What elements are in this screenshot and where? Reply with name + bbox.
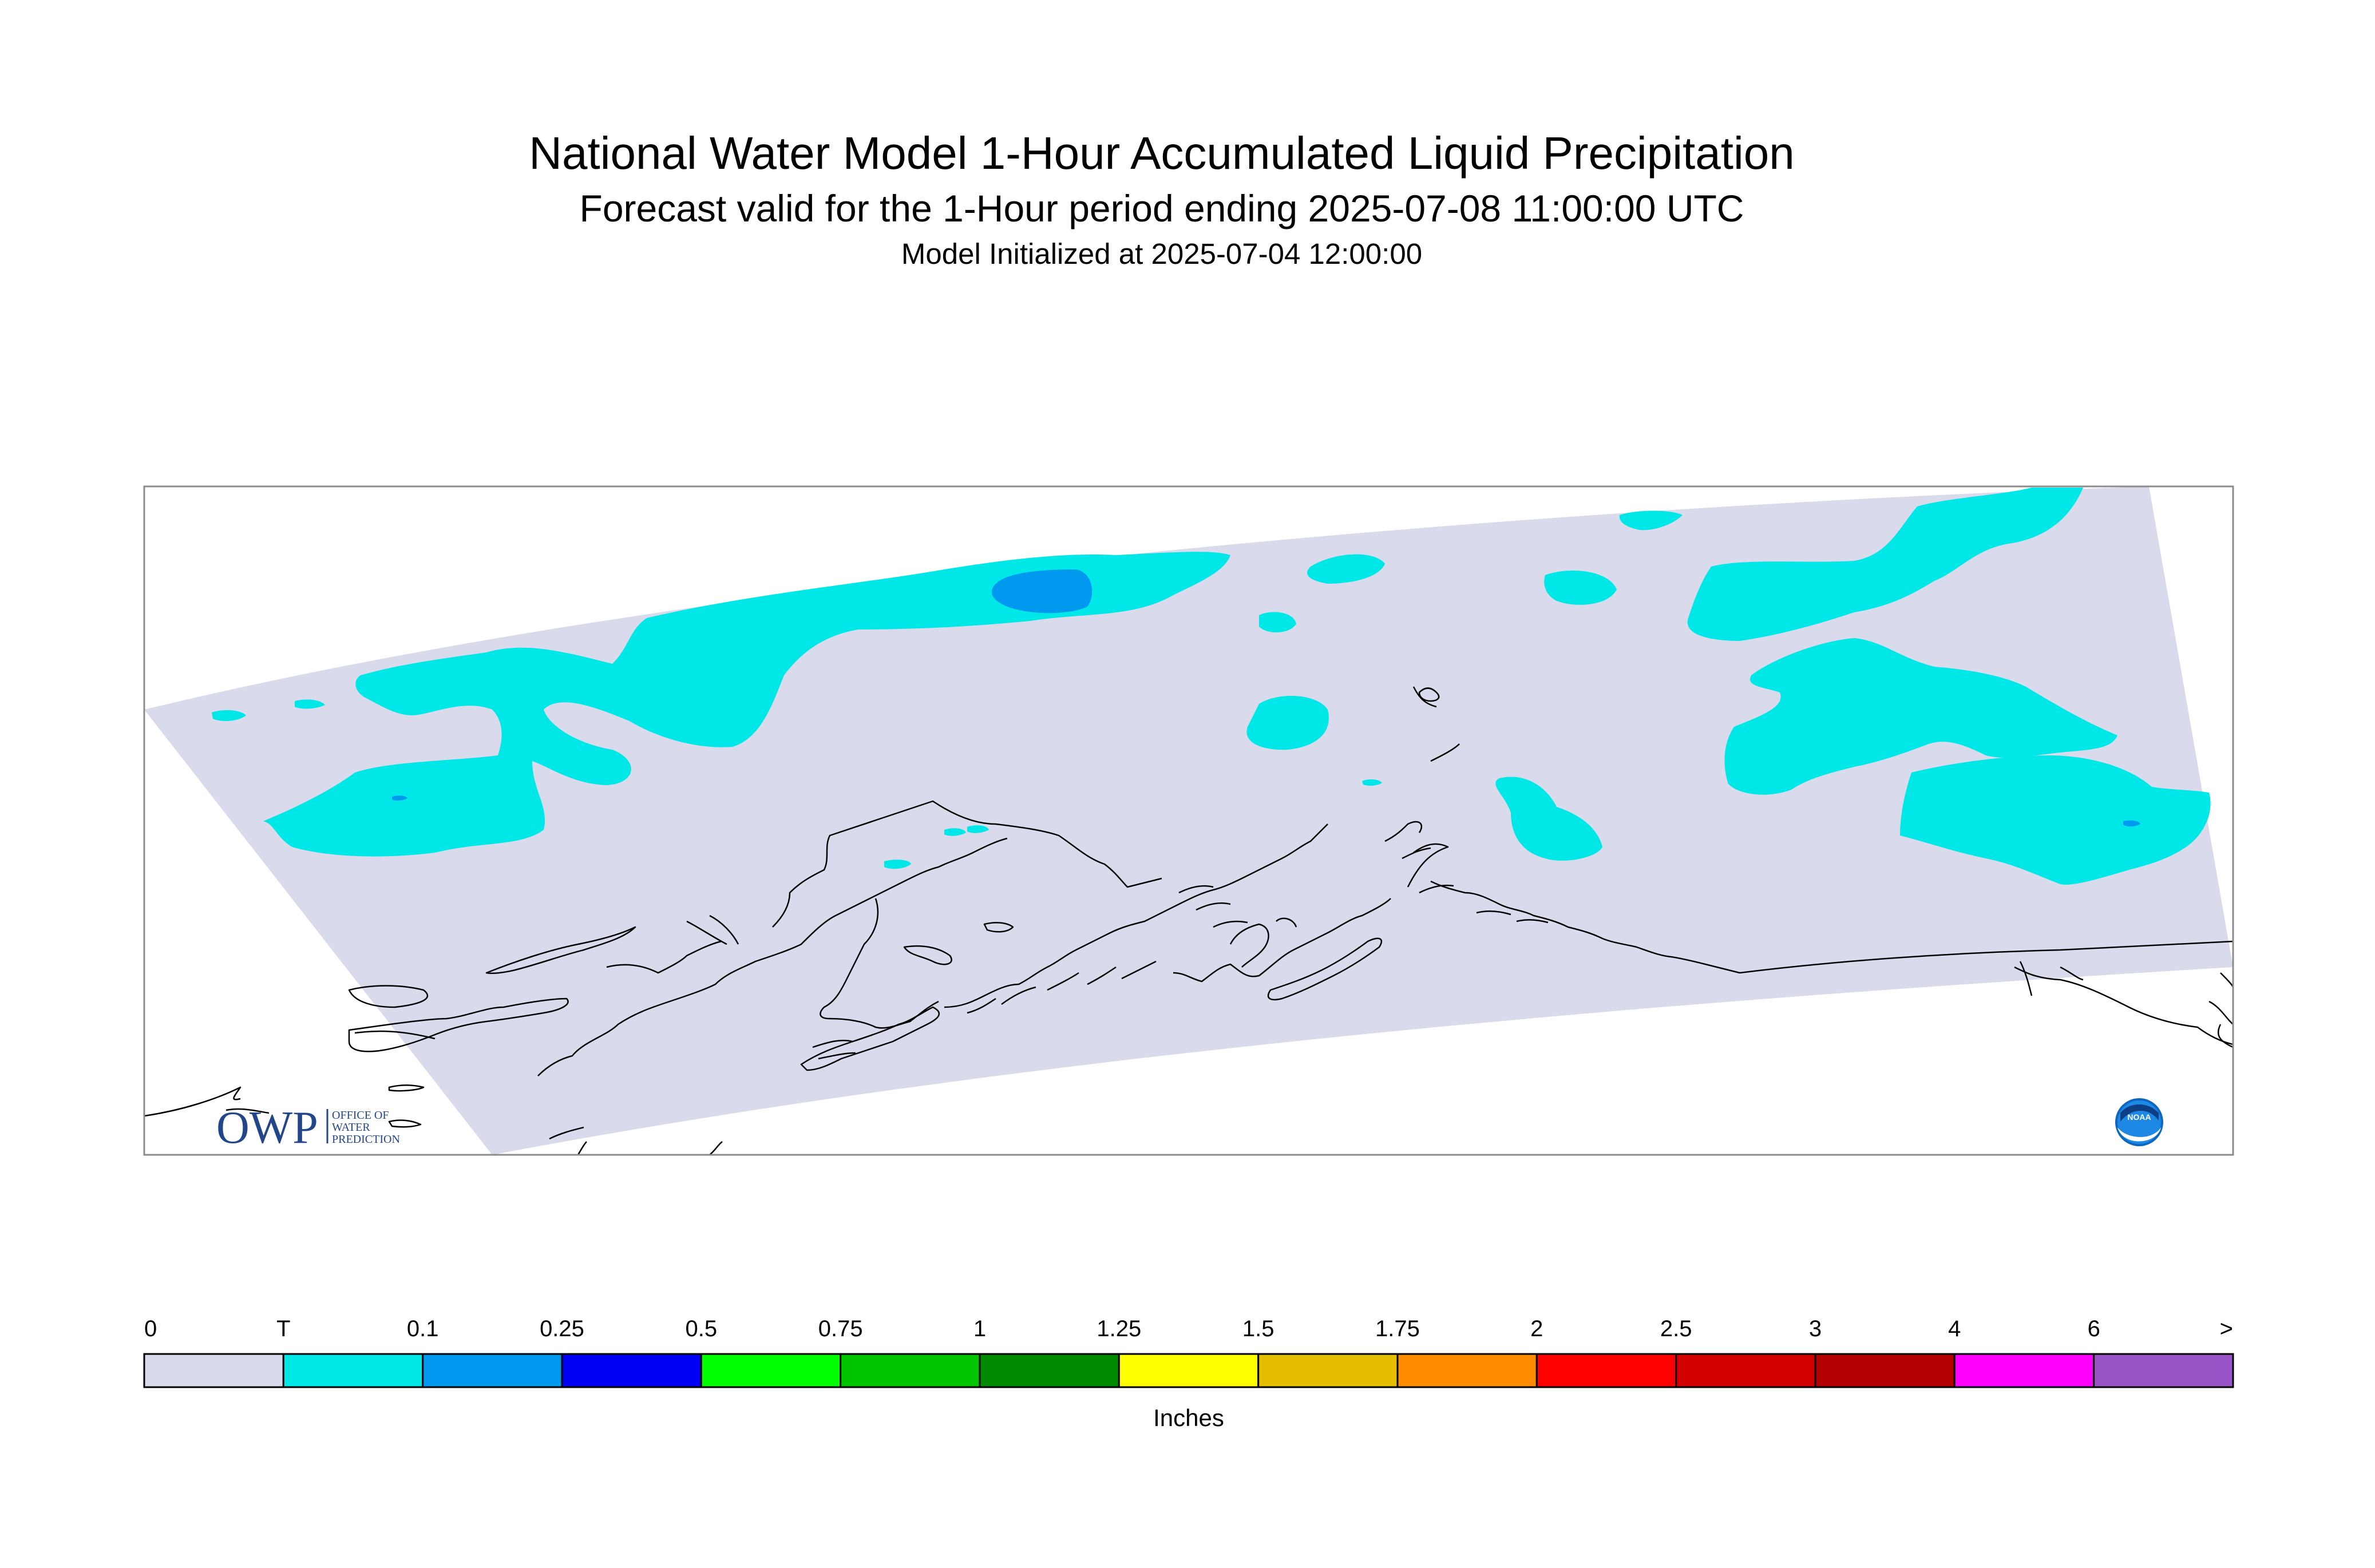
legend-color-box bbox=[422, 1353, 563, 1388]
legend-color-box bbox=[561, 1353, 702, 1388]
legend-color-bar bbox=[143, 1353, 2234, 1388]
legend-tick-label: T bbox=[276, 1316, 290, 1341]
light-precip-areas bbox=[392, 569, 2140, 827]
legend-color-box bbox=[979, 1353, 1120, 1388]
model-init-line: Model Initialized at 2025-07-04 12:00:00 bbox=[901, 237, 1423, 270]
legend-tick-label: 2.5 bbox=[1660, 1316, 1692, 1341]
legend-color-box bbox=[143, 1353, 284, 1388]
owp-office-line-1: OFFICE OF bbox=[332, 1109, 389, 1122]
legend-tick-label: 2 bbox=[1530, 1316, 1543, 1341]
legend-color-box bbox=[1257, 1353, 1399, 1388]
coastlines bbox=[144, 686, 2233, 1155]
map-title: National Water Model 1-Hour Accumulated … bbox=[529, 128, 1795, 179]
legend-unit-label: Inches bbox=[1153, 1404, 1224, 1431]
legend-color-box bbox=[282, 1353, 424, 1388]
owp-office-line-3: PREDICTION bbox=[332, 1133, 400, 1146]
legend-tick-label: 0.5 bbox=[685, 1316, 717, 1341]
legend-tick-label: 0.1 bbox=[407, 1316, 439, 1341]
noaa-logo-icon: NOAA bbox=[2115, 1098, 2163, 1146]
owp-office-line-2: WATER bbox=[332, 1121, 370, 1134]
map-frame bbox=[143, 485, 2234, 1156]
trace-precip-areas bbox=[212, 488, 2211, 885]
legend-color-box bbox=[2093, 1353, 2234, 1388]
legend-tick-label: 0.75 bbox=[818, 1316, 863, 1341]
legend-tick-label: 0.25 bbox=[540, 1316, 584, 1341]
legend-tick-label: 1 bbox=[973, 1316, 986, 1341]
legend-tick-labels: 0 T 0.1 0.25 0.5 0.75 1 1.25 1.5 1.75 2 2.5 3 4 6 > bbox=[144, 1316, 2233, 1341]
legend-tick-label: 1.5 bbox=[1242, 1316, 1274, 1341]
owp-logo: OWP OFFICE OF WATER PREDICTION bbox=[216, 1103, 400, 1153]
map-subtitle: Forecast valid for the 1-Hour period end… bbox=[579, 187, 1744, 229]
legend-tick-label: 6 bbox=[2088, 1316, 2100, 1341]
legend-color-box bbox=[700, 1353, 842, 1388]
legend-tick-label: 3 bbox=[1809, 1316, 1822, 1341]
legend-color-box bbox=[1814, 1353, 1956, 1388]
legend-color-box bbox=[840, 1353, 981, 1388]
legend-color-box bbox=[1396, 1353, 1538, 1388]
owp-logo-text: OWP bbox=[216, 1103, 318, 1153]
legend-tick-label: 1.25 bbox=[1097, 1316, 1141, 1341]
legend-tick-label: > bbox=[2220, 1316, 2233, 1341]
legend-tick-label: 4 bbox=[1948, 1316, 1961, 1341]
legend-color-box bbox=[1953, 1353, 2095, 1388]
legend-color-box bbox=[1675, 1353, 1816, 1388]
legend-tick-label: 0 bbox=[144, 1316, 157, 1341]
legend-color-box bbox=[1535, 1353, 1677, 1388]
legend-color-box bbox=[1118, 1353, 1260, 1388]
legend-tick-label: 1.75 bbox=[1375, 1316, 1420, 1341]
noaa-logo-text: NOAA bbox=[2127, 1112, 2151, 1122]
